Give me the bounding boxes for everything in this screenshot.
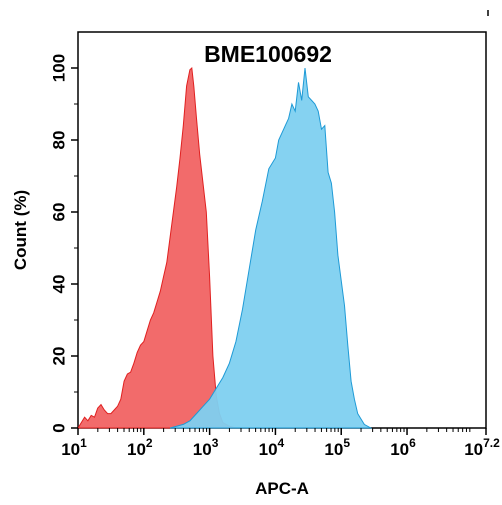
y-tick-label: 20	[49, 347, 68, 366]
x-axis-title: APC-A	[255, 479, 309, 498]
x-tick-label: 103	[193, 436, 219, 459]
y-tick-label: 100	[49, 54, 68, 82]
series-layer	[77, 66, 373, 429]
x-tick-label: 101	[61, 436, 87, 459]
y-tick-label: 80	[49, 131, 68, 150]
series-2-area	[169, 67, 373, 429]
y-axis-title: Count (%)	[11, 190, 30, 270]
y-tick-label: 40	[49, 275, 68, 294]
x-tick-label: 104	[259, 436, 285, 459]
x-tick-label: 107.2	[464, 436, 500, 459]
x-tick-label: 105	[324, 436, 350, 459]
x-tick-label: 102	[127, 436, 153, 459]
chart-title: BME100692	[204, 41, 332, 67]
x-axis: 101 102 103 104 105 106 107.2	[61, 428, 500, 459]
y-tick-label: 0	[49, 423, 68, 432]
x-tick-label: 106	[390, 436, 416, 459]
series-1-area	[77, 66, 237, 429]
y-tick-label: 60	[49, 203, 68, 222]
y-axis: 0 20 40 60 80 100	[49, 54, 78, 433]
